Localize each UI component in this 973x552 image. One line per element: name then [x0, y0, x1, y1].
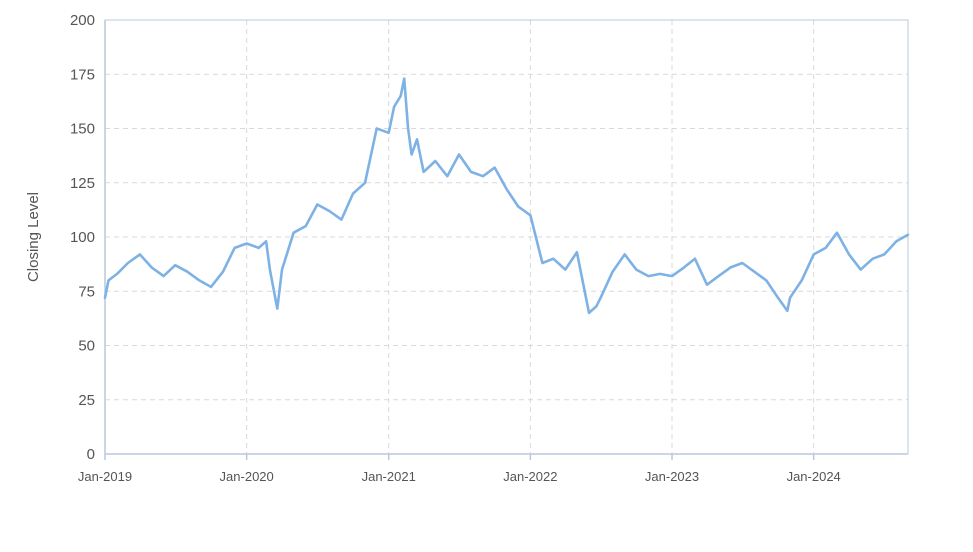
x-tick-label: Jan-2022 [503, 469, 557, 484]
x-tick-label: Jan-2023 [645, 469, 699, 484]
tick-label-layer: 0 25 50 75 100 125 150 175 200 Jan-2019 Jan-2020 Ja… [70, 12, 841, 484]
y-tick-label: 125 [70, 175, 95, 192]
y-tick-label: 25 [78, 392, 95, 409]
y-tick-label: 200 [70, 12, 95, 29]
y-tick-label: 0 [87, 446, 95, 463]
series-layer [103, 77, 910, 315]
x-tick-label: Jan-2020 [220, 469, 274, 484]
y-axis-label: Closing Level [25, 192, 42, 282]
x-tick-label: Jan-2021 [362, 469, 416, 484]
y-tick-label: 75 [78, 283, 95, 300]
grid-layer [105, 20, 908, 454]
y-tick-label: 150 [70, 121, 95, 138]
y-tick-label: 100 [70, 229, 95, 246]
y-tick-label: 50 [78, 338, 95, 355]
y-tick-label: 175 [70, 66, 95, 83]
x-tick-label: Jan-2019 [78, 469, 132, 484]
series-line [103, 77, 910, 315]
axis-layer [104, 19, 909, 460]
x-tick-label: Jan-2024 [787, 469, 841, 484]
